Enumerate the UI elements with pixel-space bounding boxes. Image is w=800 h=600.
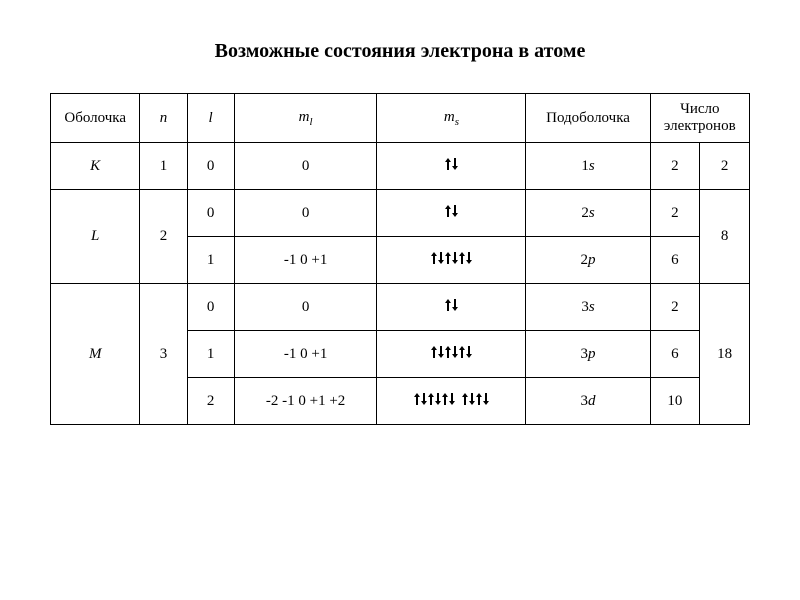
cell-subshell: 1s — [526, 143, 650, 190]
cell-ms — [377, 284, 526, 331]
table-header-row: Оболочка n l ml ms Подоболочка Число эле… — [51, 94, 750, 143]
cell-e-sub: 2 — [650, 143, 700, 190]
cell-l: 1 — [187, 331, 234, 378]
header-n: n — [140, 94, 187, 143]
cell-ms — [377, 331, 526, 378]
cell-n: 3 — [140, 284, 187, 425]
table-row: K 1 0 0 1s 2 2 — [51, 143, 750, 190]
cell-ms — [377, 190, 526, 237]
cell-ml: -1 0 +1 — [234, 331, 377, 378]
table-row: L 2 0 0 2s 2 8 — [51, 190, 750, 237]
cell-shell: M — [51, 284, 140, 425]
cell-subshell: 3s — [526, 284, 650, 331]
cell-l: 0 — [187, 143, 234, 190]
header-subshell: Подоболочка — [526, 94, 650, 143]
cell-ms — [377, 378, 526, 425]
cell-e-sub: 2 — [650, 190, 700, 237]
cell-subshell: 3p — [526, 331, 650, 378]
cell-subshell: 2s — [526, 190, 650, 237]
header-ml: ml — [234, 94, 377, 143]
cell-e-sub: 6 — [650, 331, 700, 378]
cell-shell: L — [51, 190, 140, 284]
cell-subshell: 3d — [526, 378, 650, 425]
header-l: l — [187, 94, 234, 143]
cell-e-sub: 6 — [650, 237, 700, 284]
cell-l: 1 — [187, 237, 234, 284]
cell-ms — [377, 237, 526, 284]
cell-ml: -2 -1 0 +1 +2 — [234, 378, 377, 425]
cell-l: 0 — [187, 190, 234, 237]
header-shell: Оболочка — [51, 94, 140, 143]
page-title: Возможные состояния электрона в атоме — [50, 40, 750, 63]
cell-shell: K — [51, 143, 140, 190]
table-row: M 3 0 0 3s 2 18 — [51, 284, 750, 331]
cell-n: 2 — [140, 190, 187, 284]
cell-e-total: 18 — [700, 284, 750, 425]
cell-l: 0 — [187, 284, 234, 331]
header-electrons: Число электронов — [650, 94, 749, 143]
cell-n: 1 — [140, 143, 187, 190]
cell-ml: -1 0 +1 — [234, 237, 377, 284]
cell-ml: 0 — [234, 143, 377, 190]
cell-e-total: 2 — [700, 143, 750, 190]
cell-e-sub: 10 — [650, 378, 700, 425]
cell-e-total: 8 — [700, 190, 750, 284]
cell-l: 2 — [187, 378, 234, 425]
cell-subshell: 2p — [526, 237, 650, 284]
cell-e-sub: 2 — [650, 284, 700, 331]
header-ms: ms — [377, 94, 526, 143]
cell-ml: 0 — [234, 190, 377, 237]
cell-ml: 0 — [234, 284, 377, 331]
electron-states-table: Оболочка n l ml ms Подоболочка Число эле… — [50, 93, 750, 425]
cell-ms — [377, 143, 526, 190]
